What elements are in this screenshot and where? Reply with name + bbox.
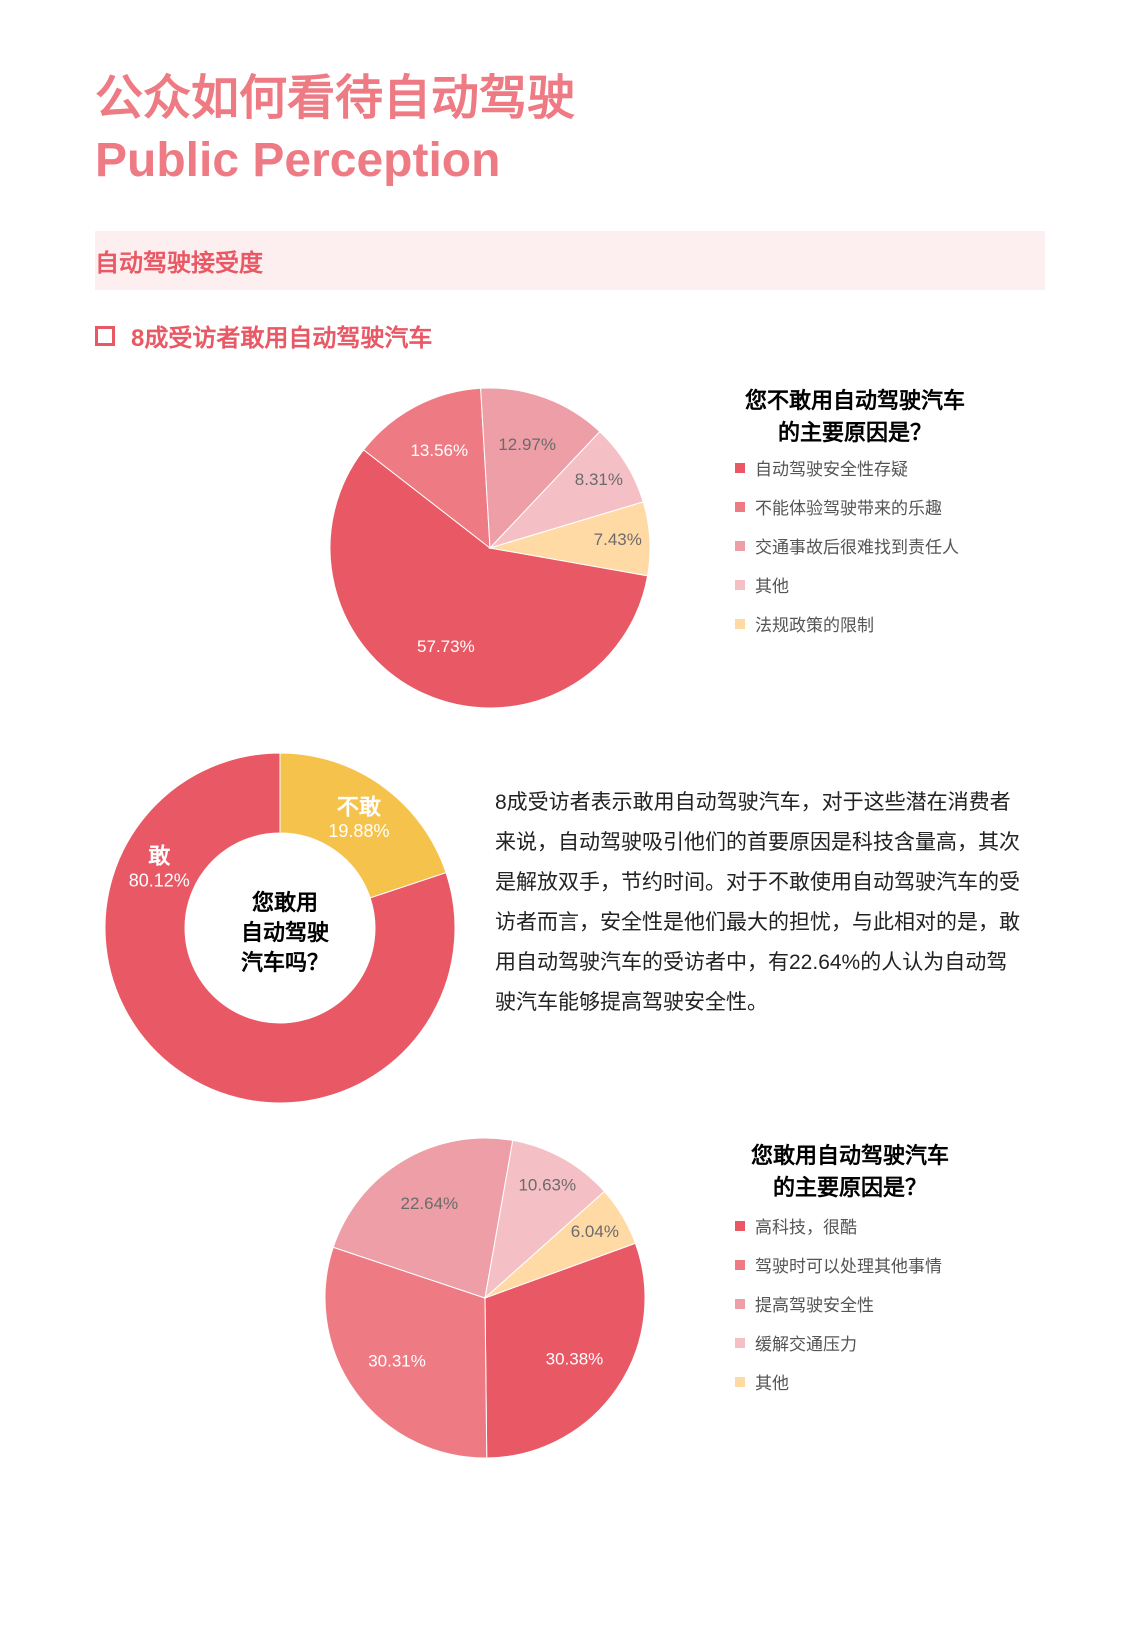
- legend-label: 不能体验驾驶带来的乐趣: [755, 494, 942, 519]
- legend-item: 交通事故后很难找到责任人: [735, 533, 959, 558]
- legend-label: 交通事故后很难找到责任人: [755, 533, 959, 558]
- page-title-en: Public Perception: [95, 132, 1045, 190]
- svg-text:22.64%: 22.64%: [401, 1194, 459, 1213]
- svg-text:80.12%: 80.12%: [129, 871, 190, 891]
- svg-text:不敢: 不敢: [337, 794, 382, 819]
- legend-item: 法规政策的限制: [735, 611, 959, 636]
- legend-label: 自动驾驶安全性存疑: [755, 455, 908, 480]
- legend-swatch: [735, 1338, 745, 1348]
- legend-swatch: [735, 1260, 745, 1270]
- pie-reasons-no-svg: 57.73% 13.56% 12.97% 8.31% 7.43%: [310, 373, 690, 733]
- body-paragraph: 8成受访者表示敢用自动驾驶汽车，对于这些潜在消费者来说，自动驾驶吸引他们的首要原…: [495, 783, 1025, 1022]
- legend-swatch: [735, 502, 745, 512]
- pie-reasons-yes-svg: 30.38% 30.31% 22.64% 10.63% 6.04%: [305, 1123, 685, 1493]
- legend-item: 高科技，很酷: [735, 1213, 942, 1238]
- legend-swatch: [735, 463, 745, 473]
- legend-swatch: [735, 1377, 745, 1387]
- donut-wrap: 不敢19.88% 敢80.12% 您敢用自动驾驶汽车吗？ 8成受访者表示敢用自动驾…: [95, 743, 1045, 1123]
- svg-text:8.31%: 8.31%: [575, 470, 623, 489]
- legend-swatch: [735, 619, 745, 629]
- svg-text:7.43%: 7.43%: [594, 530, 642, 549]
- legend-item: 其他: [735, 1369, 942, 1394]
- svg-text:19.88%: 19.88%: [328, 821, 389, 841]
- section-header-bar: 自动驾驶接受度: [95, 231, 1045, 290]
- legend-swatch: [735, 580, 745, 590]
- legend-item: 其他: [735, 572, 959, 597]
- legend-label: 提高驾驶安全性: [755, 1291, 874, 1316]
- pie-reasons-yes-legend: 高科技，很酷驾驶时可以处理其他事情提高驾驶安全性缓解交通压力其他: [735, 1213, 942, 1408]
- legend-item: 缓解交通压力: [735, 1330, 942, 1355]
- bullet-text: 8成受访者敢用自动驾驶汽车: [131, 318, 432, 353]
- svg-text:10.63%: 10.63%: [518, 1176, 576, 1195]
- legend-label: 其他: [755, 572, 789, 597]
- bullet-icon: [95, 326, 115, 346]
- svg-text:30.38%: 30.38%: [546, 1350, 604, 1369]
- svg-text:13.56%: 13.56%: [410, 441, 468, 460]
- legend-swatch: [735, 541, 745, 551]
- legend-label: 法规政策的限制: [755, 611, 874, 636]
- legend-label: 高科技，很酷: [755, 1213, 857, 1238]
- pie-reasons-yes-title: 您敢用自动驾驶汽车的主要原因是？: [700, 1138, 1000, 1202]
- legend-label: 缓解交通压力: [755, 1330, 857, 1355]
- svg-text:57.73%: 57.73%: [417, 637, 475, 656]
- legend-item: 不能体验驾驶带来的乐趣: [735, 494, 959, 519]
- pie-reasons-yes-wrap: 30.38% 30.31% 22.64% 10.63% 6.04% 您敢用自动驾驶汽车的…: [95, 1123, 1045, 1503]
- pie-reasons-no-title: 您不敢用自动驾驶汽车的主要原因是？: [705, 383, 1005, 447]
- legend-item: 驾驶时可以处理其他事情: [735, 1252, 942, 1277]
- legend-item: 自动驾驶安全性存疑: [735, 455, 959, 480]
- section-header-text: 自动驾驶接受度: [95, 250, 263, 277]
- pie-reasons-no-wrap: 57.73% 13.56% 12.97% 8.31% 7.43% 您不敢用自动驾驶汽车的…: [95, 373, 1045, 733]
- legend-item: 提高驾驶安全性: [735, 1291, 942, 1316]
- svg-text:敢: 敢: [148, 844, 171, 869]
- svg-text:30.31%: 30.31%: [368, 1352, 426, 1371]
- legend-label: 驾驶时可以处理其他事情: [755, 1252, 942, 1277]
- donut-center-title: 您敢用自动驾驶汽车吗？: [195, 888, 375, 977]
- legend-swatch: [735, 1221, 745, 1231]
- pie-reasons-no-legend: 自动驾驶安全性存疑不能体验驾驶带来的乐趣交通事故后很难找到责任人其他法规政策的限…: [735, 455, 959, 650]
- page-title-cn: 公众如何看待自动驾驶: [95, 70, 1045, 128]
- legend-swatch: [735, 1299, 745, 1309]
- bullet-row: 8成受访者敢用自动驾驶汽车: [95, 318, 1045, 353]
- svg-text:6.04%: 6.04%: [571, 1222, 619, 1241]
- legend-label: 其他: [755, 1369, 789, 1394]
- svg-text:12.97%: 12.97%: [498, 435, 556, 454]
